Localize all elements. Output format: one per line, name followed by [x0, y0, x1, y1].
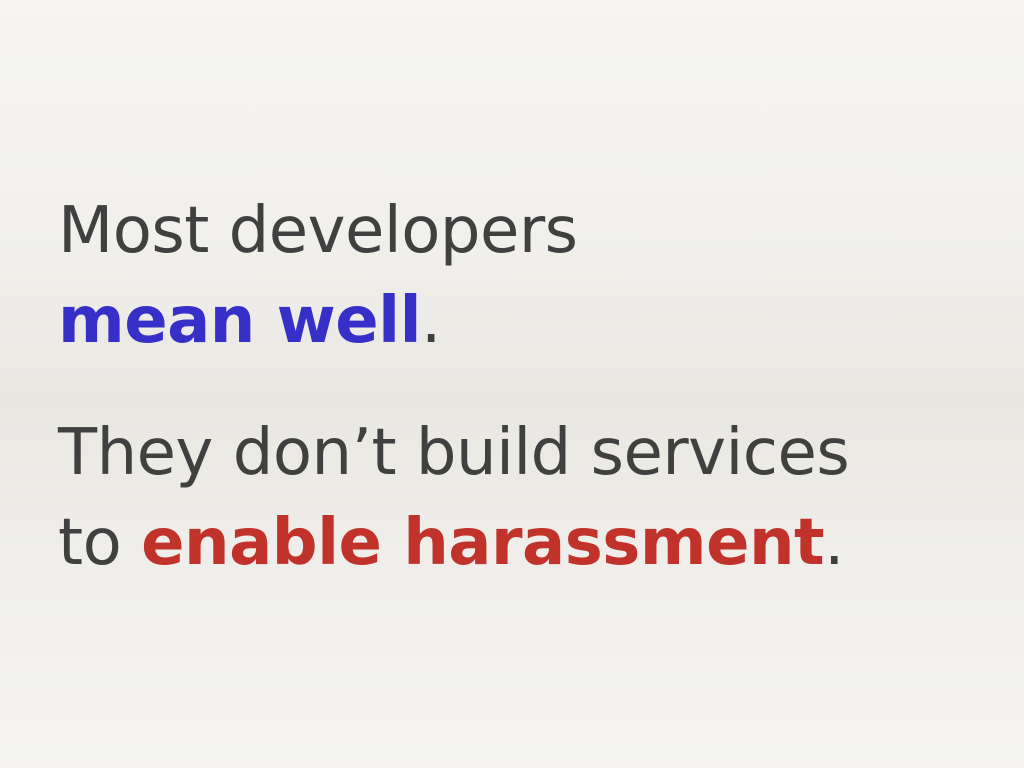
statement-1-line-1: Most developers [58, 194, 578, 268]
statement-2-line-1: They don’t build services [58, 416, 850, 490]
highlight-mean-well: mean well [58, 284, 422, 358]
statement-2-line-2: to enable harassment. [58, 498, 849, 588]
statement-1-period: . [421, 284, 441, 358]
statement-1: Most developers mean well. [58, 186, 578, 366]
statement-1-line-2: mean well. [58, 276, 578, 366]
highlight-enable-harassment: enable harassment [141, 506, 825, 580]
statement-2-prefix: to [58, 506, 142, 580]
statement-2: They don’t build services to enable hara… [58, 408, 850, 588]
statement-2-period: . [824, 506, 844, 580]
